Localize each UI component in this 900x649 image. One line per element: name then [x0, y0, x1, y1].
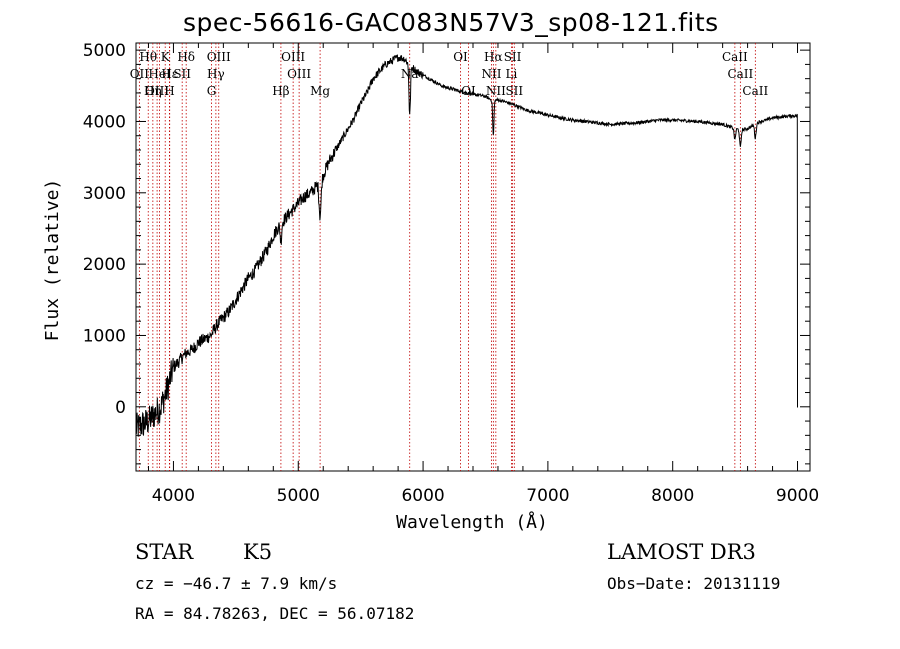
y-tick-label-5: 5000: [83, 41, 126, 61]
chart-title: spec-56616-GAC083N57V3_sp08-121.fits: [183, 8, 719, 37]
line-label-0: Hθ: [139, 50, 157, 64]
line-label-7: SII: [173, 67, 191, 81]
line-label-8: H: [164, 84, 174, 98]
redshift-velocity: cz = −46.7 ± 7.9 km/s: [135, 574, 338, 593]
spectrum-series: [135, 54, 798, 437]
x-tick-label-4: 8000: [651, 486, 694, 506]
line-label-20: Hα: [484, 50, 503, 64]
object-class: STAR: [135, 540, 194, 564]
x-axis-label: Wavelength (Å): [396, 511, 548, 533]
line-label-18: OI: [453, 50, 468, 64]
line-label-2: OIII: [145, 84, 169, 98]
survey-name: LAMOST DR3: [607, 540, 756, 564]
x-tick-label-1: 5000: [277, 486, 320, 506]
line-label-10: OIII: [207, 50, 231, 64]
line-label-12: G: [207, 84, 217, 98]
axis-ticks: [136, 43, 810, 471]
line-label-5: K: [161, 50, 171, 64]
line-label-26: CaII: [722, 50, 748, 64]
line-label-16: Mg: [310, 84, 330, 98]
observation-date: Obs−Date: 20131119: [607, 574, 781, 593]
axis-tick-labels: 4000 5000 6000 7000 8000 9000 0 1000 2000 3000 400…: [83, 41, 819, 506]
line-label-13: OIII: [281, 50, 305, 64]
coordinates: RA = 84.78263, DEC = 56.07182: [135, 604, 415, 623]
y-tick-label-0: 0: [115, 398, 126, 418]
line-label-25: SII: [505, 84, 523, 98]
y-tick-label-3: 3000: [83, 184, 126, 204]
y-axis-label: Flux (relative): [42, 179, 63, 342]
object-subclass: K5: [243, 540, 273, 564]
line-label-14: OIII: [287, 67, 311, 81]
x-tick-label-0: 4000: [152, 486, 195, 506]
line-label-21: NII: [481, 67, 501, 81]
y-tick-label-4: 4000: [83, 112, 126, 132]
x-tick-label-5: 9000: [776, 486, 819, 506]
line-label-27: CaII: [727, 67, 753, 81]
line-label-1: OII: [130, 67, 150, 81]
x-tick-label-2: 6000: [401, 486, 444, 506]
line-label-17: Na: [401, 67, 419, 81]
line-label-24: Li: [506, 67, 518, 81]
line-label-28: CaII: [742, 84, 768, 98]
line-label-9: Hδ: [177, 50, 195, 64]
y-tick-label-2: 2000: [83, 255, 126, 275]
identification-lines: [138, 43, 756, 471]
plot-frame: [135, 42, 811, 472]
line-label-22: NII: [486, 84, 506, 98]
line-label-23: SII: [504, 50, 522, 64]
spectrum-line: [135, 54, 798, 437]
line-label-15: Hβ: [272, 84, 289, 98]
line-label-3: Hε: [161, 67, 178, 81]
x-tick-label-3: 7000: [526, 486, 569, 506]
line-label-6: HeI: [148, 67, 171, 81]
y-tick-label-1: 1000: [83, 326, 126, 346]
plot-border: [135, 42, 811, 472]
line-label-11: Hγ: [207, 67, 225, 81]
line-label-19: OI: [461, 84, 476, 98]
line-label-4: Hη: [144, 84, 162, 98]
